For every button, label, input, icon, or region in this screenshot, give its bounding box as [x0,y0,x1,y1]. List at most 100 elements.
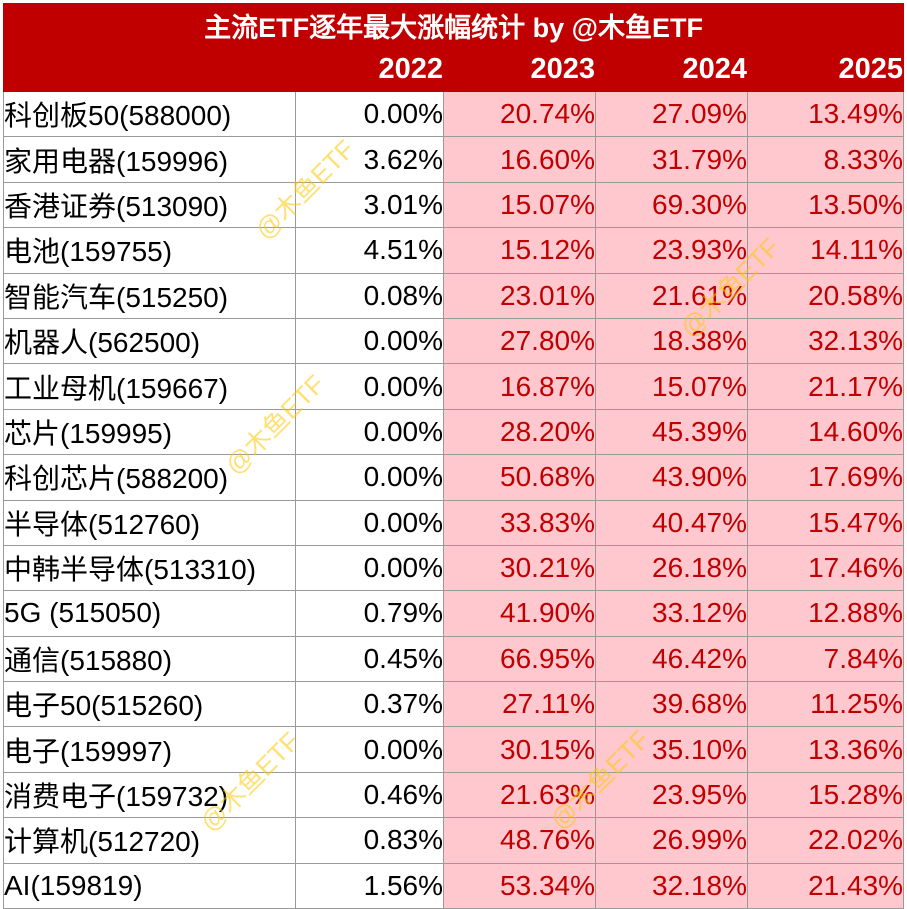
value-2024-cell: 35.10% [595,726,748,773]
value-2022-cell: 0.00% [295,408,444,456]
value-2023-cell: 15.12% [443,227,596,274]
value-2025-cell: 17.46% [746,544,905,592]
value-2025-cell: 15.47% [746,499,905,546]
value-2022-cell: 3.01% [295,181,444,229]
value-2024-cell: 40.47% [595,499,748,546]
table-row: 电池(159755) 4.51% 15.12% 23.93% 14.11% [3,227,905,274]
etf-name-cell: 中韩半导体(513310) [3,544,296,592]
table-row: 芯片(159995) 0.00% 28.20% 45.39% 14.60% [3,408,905,456]
value-2023-cell: 21.63% [443,771,596,819]
value-2024-cell: 31.79% [595,136,748,183]
value-2022-cell: 0.46% [295,771,444,819]
year-header-row: 2022 2023 2024 2025 [3,47,905,92]
value-2023-cell: 30.15% [443,726,596,773]
table-row: 工业母机(159667) 0.00% 16.87% 15.07% 21.17% [3,363,905,410]
year-header-2025: 2025 [746,47,905,92]
value-2023-cell: 16.60% [443,136,596,183]
value-2025-cell: 21.17% [746,363,905,410]
value-2023-cell: 53.34% [443,862,596,909]
value-2024-cell: 33.12% [595,590,748,637]
value-2024-cell: 21.61% [595,272,748,319]
value-2025-cell: 14.11% [746,227,905,274]
table-row: 家用电器(159996) 3.62% 16.60% 31.79% 8.33% [3,136,905,183]
value-2025-cell: 21.43% [746,862,905,909]
table-row: 科创板50(588000) 0.00% 20.74% 27.09% 13.49% [3,90,905,138]
etf-name-cell: 家用电器(159996) [3,136,296,183]
table-row: 机器人(562500) 0.00% 27.80% 18.38% 32.13% [3,317,905,365]
value-2025-cell: 13.36% [746,726,905,773]
value-2025-cell: 22.02% [746,817,905,864]
table-row: 智能汽车(515250) 0.08% 23.01% 21.61% 20.58% [3,272,905,319]
value-2025-cell: 7.84% [746,635,905,683]
value-2024-cell: 27.09% [595,90,748,138]
value-2023-cell: 27.80% [443,317,596,365]
value-2022-cell: 0.00% [295,363,444,410]
etf-name-cell: 半导体(512760) [3,499,296,546]
value-2025-cell: 17.69% [746,454,905,501]
value-2024-cell: 43.90% [595,454,748,501]
value-2023-cell: 27.11% [443,681,596,728]
etf-name-cell: 智能汽车(515250) [3,272,296,319]
etf-name-cell: 电池(159755) [3,227,296,274]
value-2022-cell: 0.00% [295,317,444,365]
value-2022-cell: 0.00% [295,544,444,592]
year-header-2023: 2023 [443,47,596,92]
value-2024-cell: 69.30% [595,181,748,229]
etf-name-cell: 5G (515050) [3,590,296,637]
value-2022-cell: 0.00% [295,499,444,546]
value-2025-cell: 8.33% [746,136,905,183]
etf-stats-table: 主流ETF逐年最大涨幅统计 by @木鱼ETF 2022 2023 2024 2… [2,3,905,909]
value-2023-cell: 20.74% [443,90,596,138]
table-row: 5G (515050) 0.79% 41.90% 33.12% 12.88% [3,590,905,637]
table-row: 半导体(512760) 0.00% 33.83% 40.47% 15.47% [3,499,905,546]
table-row: 计算机(512720) 0.83% 48.76% 26.99% 22.02% [3,817,905,864]
year-header-2022: 2022 [295,47,444,92]
value-2024-cell: 23.93% [595,227,748,274]
value-2025-cell: 32.13% [746,317,905,365]
year-header-2024: 2024 [595,47,748,92]
value-2022-cell: 0.37% [295,681,444,728]
table-row: 消费电子(159732) 0.46% 21.63% 23.95% 15.28% [3,771,905,819]
value-2025-cell: 20.58% [746,272,905,319]
value-2022-cell: 0.00% [295,454,444,501]
table-row: 电子50(515260) 0.37% 27.11% 39.68% 11.25% [3,681,905,728]
table-row: 科创芯片(588200) 0.00% 50.68% 43.90% 17.69% [3,454,905,501]
value-2023-cell: 16.87% [443,363,596,410]
value-2025-cell: 13.49% [746,90,905,138]
etf-name-cell: 通信(515880) [3,635,296,683]
etf-name-cell: 香港证券(513090) [3,181,296,229]
value-2024-cell: 23.95% [595,771,748,819]
value-2024-cell: 45.39% [595,408,748,456]
value-2024-cell: 39.68% [595,681,748,728]
etf-name-cell: 机器人(562500) [3,317,296,365]
value-2023-cell: 15.07% [443,181,596,229]
value-2023-cell: 48.76% [443,817,596,864]
value-2024-cell: 32.18% [595,862,748,909]
value-2022-cell: 3.62% [295,136,444,183]
value-2023-cell: 33.83% [443,499,596,546]
etf-name-cell: 电子(159997) [3,726,296,773]
value-2023-cell: 41.90% [443,590,596,637]
value-2023-cell: 23.01% [443,272,596,319]
header-corner [3,47,296,92]
table-title: 主流ETF逐年最大涨幅统计 by @木鱼ETF [2,3,905,48]
etf-name-cell: 电子50(515260) [3,681,296,728]
value-2025-cell: 14.60% [746,408,905,456]
table-row: 中韩半导体(513310) 0.00% 30.21% 26.18% 17.46% [3,544,905,592]
value-2023-cell: 30.21% [443,544,596,592]
value-2024-cell: 18.38% [595,317,748,365]
value-2022-cell: 0.45% [295,635,444,683]
value-2025-cell: 11.25% [746,681,905,728]
table-row: 通信(515880) 0.45% 66.95% 46.42% 7.84% [3,635,905,683]
value-2025-cell: 15.28% [746,771,905,819]
value-2024-cell: 15.07% [595,363,748,410]
value-2023-cell: 28.20% [443,408,596,456]
table-row: AI(159819) 1.56% 53.34% 32.18% 21.43% [3,862,905,909]
value-2024-cell: 46.42% [595,635,748,683]
etf-name-cell: 工业母机(159667) [3,363,296,410]
value-2022-cell: 4.51% [295,227,444,274]
value-2023-cell: 66.95% [443,635,596,683]
etf-name-cell: 芯片(159995) [3,408,296,456]
value-2025-cell: 13.50% [746,181,905,229]
etf-name-cell: 消费电子(159732) [3,771,296,819]
